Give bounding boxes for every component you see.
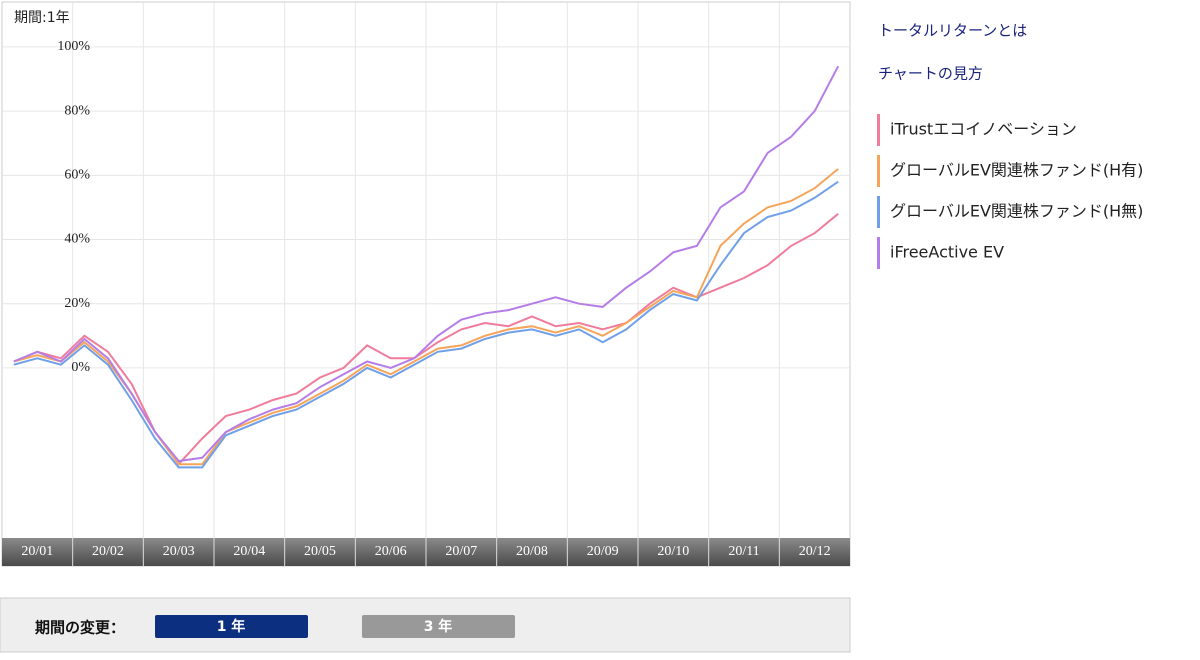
x-tick-label: 20/04: [233, 544, 265, 559]
legend-label: iTrustエコイノベーション: [890, 120, 1077, 139]
legend-label: グローバルEV関連株ファンド(H有): [890, 161, 1143, 180]
x-tick-label: 20/05: [304, 544, 336, 559]
legend-swatch: [877, 237, 880, 269]
period-label: 期間:1年: [14, 10, 70, 26]
x-tick-label: 20/08: [516, 544, 548, 559]
button-label[interactable]: 3 年: [424, 618, 453, 635]
button-label[interactable]: 1 年: [217, 618, 246, 635]
x-tick-label: 20/10: [657, 544, 689, 559]
y-tick-label: 40%: [64, 232, 90, 247]
x-tick-label: 20/09: [587, 544, 619, 559]
series-line: [13, 180, 839, 469]
y-tick-label: 20%: [64, 296, 90, 311]
x-tick-label: 20/12: [799, 544, 831, 559]
x-tick-label: 20/07: [445, 544, 477, 559]
legend-swatch: [877, 196, 880, 228]
y-tick-label: 60%: [64, 168, 90, 183]
x-tick-label: 20/11: [728, 544, 759, 559]
x-tick-label: 20/02: [92, 544, 124, 559]
period-selector-label: 期間の変更：: [35, 619, 125, 637]
legend-swatch: [877, 114, 880, 146]
legend-label: iFreeActive EV: [890, 243, 1004, 262]
y-tick-label: 0%: [71, 360, 90, 375]
x-tick-label: 20/01: [21, 544, 53, 559]
link[interactable]: チャートの見方: [878, 65, 983, 83]
link[interactable]: トータルリターンとは: [878, 22, 1027, 40]
legend-label: グローバルEV関連株ファンド(H無): [890, 202, 1143, 221]
legend-swatch: [877, 155, 880, 187]
x-tick-label: 20/03: [163, 544, 195, 559]
y-tick-label: 80%: [64, 103, 90, 118]
x-tick-label: 20/06: [375, 544, 407, 559]
button[interactable]: [155, 615, 308, 638]
button[interactable]: [362, 615, 515, 638]
series-line: [13, 65, 840, 463]
y-tick-label: 100%: [57, 39, 90, 54]
